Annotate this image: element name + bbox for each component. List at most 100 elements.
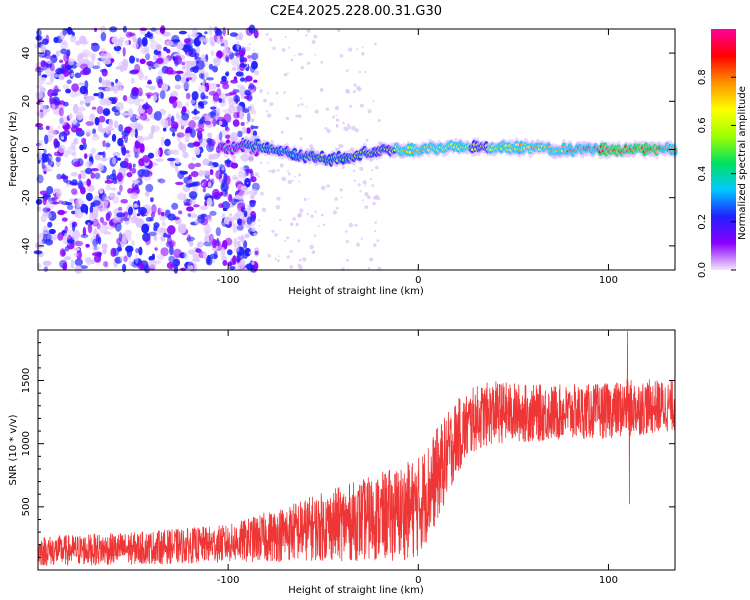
spectrogram-speckle bbox=[167, 236, 172, 246]
spectrogram-speckle bbox=[374, 165, 379, 170]
spectrogram-speckle bbox=[100, 31, 107, 42]
x-tick-label: 100 bbox=[599, 575, 618, 586]
spectrogram-speckle bbox=[221, 213, 226, 220]
spectrogram-speckle bbox=[293, 175, 296, 178]
spectrogram-speckle bbox=[208, 63, 214, 70]
spectrogram-speckle bbox=[353, 83, 357, 87]
spectrogram-speckle bbox=[59, 59, 64, 64]
spectrogram-speckle bbox=[189, 240, 194, 247]
spectrogram-speckle bbox=[51, 197, 56, 201]
spectrogram-speckle bbox=[51, 92, 58, 97]
spectrogram-speckle bbox=[151, 204, 157, 214]
spectrogram-speckle bbox=[131, 167, 137, 174]
spectrogram-speckle bbox=[43, 192, 51, 200]
spectrogram-speckle bbox=[92, 133, 98, 138]
spectrogram-speckle bbox=[63, 101, 69, 107]
spectrogram-speckle bbox=[181, 80, 191, 90]
spectrogram-speckle bbox=[372, 195, 377, 200]
spectrogram-speckle bbox=[354, 128, 359, 133]
spectrogram-speckle bbox=[225, 93, 233, 97]
spectrogram-speckle bbox=[271, 169, 276, 174]
spectrogram-speckle bbox=[300, 65, 304, 70]
spectrogram-speckle bbox=[145, 183, 154, 193]
spectrogram-speckle bbox=[372, 100, 375, 103]
spectrogram-speckle bbox=[311, 250, 316, 254]
spectrogram-speckle bbox=[286, 255, 290, 259]
spectrogram-speckle bbox=[250, 194, 255, 200]
spectrogram-speckle bbox=[100, 52, 105, 61]
spectrogram-speckle bbox=[119, 255, 124, 262]
spectrogram-speckle bbox=[144, 236, 151, 246]
spectrogram-speckle bbox=[235, 94, 239, 105]
y-tick-label: 0 bbox=[21, 146, 32, 152]
spectrogram-speckle bbox=[161, 221, 166, 227]
spectrogram-speckle bbox=[243, 210, 248, 218]
spectrogram-speckle bbox=[85, 121, 95, 126]
spectrogram-speckle bbox=[232, 223, 238, 233]
spectrogram-speckle bbox=[178, 141, 184, 151]
spectrogram-speckle bbox=[89, 155, 93, 163]
colorbar-tick-label: 0.6 bbox=[697, 117, 708, 133]
spectrogram-speckle bbox=[97, 91, 104, 99]
spectrogram-speckle bbox=[44, 54, 52, 59]
spectrogram-speckle bbox=[251, 60, 258, 70]
spectrogram-speckle bbox=[199, 36, 206, 43]
spectrogram-speckle bbox=[119, 65, 125, 73]
spectrogram-speckle bbox=[117, 38, 123, 47]
spectrogram-speckle bbox=[99, 225, 108, 234]
spectrogram-speckle bbox=[80, 63, 89, 70]
spectrogram-speckle bbox=[74, 72, 82, 79]
spectrogram-speckle bbox=[287, 72, 289, 74]
spectrogram-speckle bbox=[234, 105, 243, 113]
snr-y-ticks: 500 1000 1500 bbox=[21, 342, 675, 558]
spectrogram-speckle bbox=[227, 249, 233, 256]
spectrogram-speckle bbox=[192, 116, 201, 121]
spectrogram-speckle bbox=[345, 230, 348, 233]
spectrogram-speckle bbox=[39, 87, 47, 93]
spectrogram-speckle bbox=[44, 134, 49, 145]
spectrogram-speckle bbox=[309, 244, 315, 250]
spectrogram-speckle bbox=[301, 53, 304, 56]
spectrogram-speckle bbox=[229, 213, 233, 217]
spectrogram-speckle bbox=[53, 36, 59, 44]
spectrogram-speckle bbox=[125, 150, 130, 154]
spectrogram-speckle bbox=[248, 251, 252, 255]
spectrogram-speckle bbox=[239, 63, 247, 68]
spectrogram-speckle bbox=[41, 160, 45, 170]
spectrogram-speckle bbox=[45, 212, 52, 219]
spectrogram-speckle bbox=[249, 168, 253, 175]
spectrogram-speckle bbox=[138, 206, 147, 216]
spectrogram-speckle bbox=[237, 130, 243, 138]
y-tick-label: 1000 bbox=[21, 431, 32, 456]
colorbar-ticks: 0.0 0.2 0.4 0.6 0.8 bbox=[697, 69, 736, 278]
spectrogram-speckle bbox=[181, 112, 190, 121]
spectrogram-speckle bbox=[113, 45, 122, 52]
spectrogram-speckle bbox=[97, 151, 105, 156]
spectrogram-speckle bbox=[204, 114, 211, 123]
spectrogram-speckle bbox=[205, 229, 209, 239]
spectrogram-speckle bbox=[105, 87, 112, 93]
spectrogram-speckle bbox=[172, 96, 177, 102]
spectrogram-speckle bbox=[35, 198, 43, 205]
y-tick-label: 20 bbox=[21, 95, 32, 108]
spectrogram-speckle bbox=[250, 214, 256, 223]
spectrogram-speckle bbox=[215, 227, 221, 237]
spectrogram-speckle bbox=[123, 255, 128, 263]
spectrogram-speckle bbox=[339, 54, 344, 58]
spectrogram-speckle bbox=[198, 101, 204, 107]
spectrogram-speckle bbox=[248, 104, 255, 112]
spectrogram-speckle bbox=[179, 170, 188, 175]
spectrogram-speckle bbox=[367, 267, 371, 270]
spectrogram-speckle bbox=[281, 176, 287, 182]
spectrogram-speckle bbox=[369, 257, 374, 262]
x-tick-label: -100 bbox=[217, 575, 240, 586]
spectrogram-speckle bbox=[268, 38, 272, 42]
spectrogram-speckle bbox=[208, 26, 214, 36]
spectrogram-speckle bbox=[287, 179, 292, 185]
spectrogram-speckle bbox=[127, 108, 134, 119]
spectrogram-speckle bbox=[240, 153, 250, 162]
spectrogram-speckle bbox=[94, 116, 100, 126]
spectrogram-speckle bbox=[204, 120, 212, 125]
spectrogram-speckle bbox=[239, 54, 245, 63]
spectrogram-speckle bbox=[138, 246, 143, 256]
